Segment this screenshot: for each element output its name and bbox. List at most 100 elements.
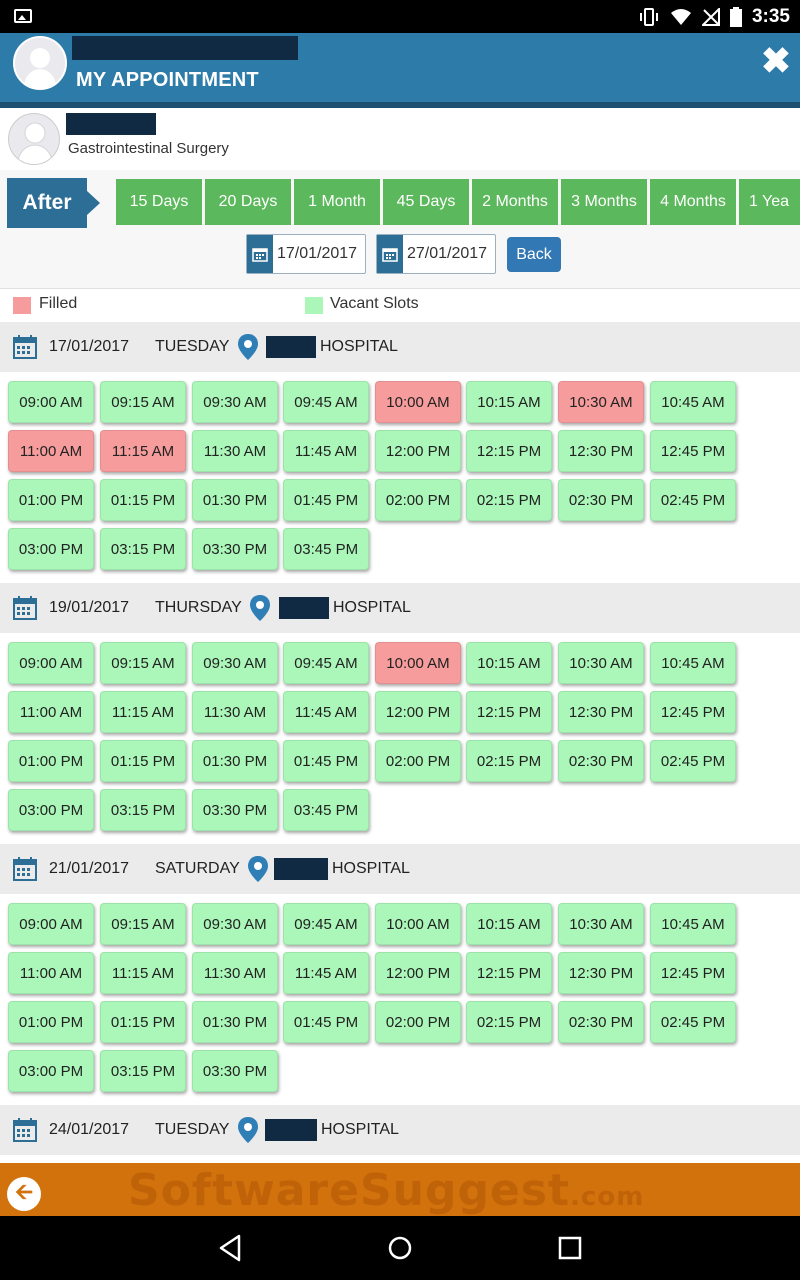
range-button-20-days[interactable]: 20 Days bbox=[205, 179, 291, 225]
time-slot-vacant[interactable]: 12:30 PM bbox=[558, 691, 644, 733]
time-slot-vacant[interactable]: 02:15 PM bbox=[466, 479, 552, 521]
time-slot-vacant[interactable]: 02:30 PM bbox=[558, 740, 644, 782]
time-slot-vacant[interactable]: 10:30 AM bbox=[558, 642, 644, 684]
time-slot-vacant[interactable]: 09:45 AM bbox=[283, 642, 369, 684]
time-slot-vacant[interactable]: 12:00 PM bbox=[375, 430, 461, 472]
range-button-2-months[interactable]: 2 Months bbox=[472, 179, 558, 225]
time-slot-vacant[interactable]: 11:45 AM bbox=[283, 430, 369, 472]
time-slot-vacant[interactable]: 10:00 AM bbox=[375, 903, 461, 945]
time-slot-vacant[interactable]: 12:45 PM bbox=[650, 430, 736, 472]
back-button[interactable]: Back bbox=[507, 237, 561, 272]
time-slot-filled[interactable]: 11:15 AM bbox=[100, 430, 186, 472]
time-slot-vacant[interactable]: 02:30 PM bbox=[558, 479, 644, 521]
time-slot-vacant[interactable]: 12:30 PM bbox=[558, 430, 644, 472]
time-slot-vacant[interactable]: 02:45 PM bbox=[650, 740, 736, 782]
time-slot-vacant[interactable]: 09:30 AM bbox=[192, 903, 278, 945]
nav-home-icon[interactable] bbox=[384, 1232, 416, 1264]
time-slot-vacant[interactable]: 09:00 AM bbox=[8, 642, 94, 684]
nav-recents-icon[interactable] bbox=[554, 1232, 586, 1264]
time-slot-vacant[interactable]: 03:30 PM bbox=[192, 528, 278, 570]
time-slot-vacant[interactable]: 11:00 AM bbox=[8, 691, 94, 733]
time-slot-vacant[interactable]: 12:15 PM bbox=[466, 952, 552, 994]
time-slot-vacant[interactable]: 11:45 AM bbox=[283, 952, 369, 994]
time-slot-vacant[interactable]: 10:15 AM bbox=[466, 381, 552, 423]
time-slot-vacant[interactable]: 02:30 PM bbox=[558, 1001, 644, 1043]
time-slot-vacant[interactable]: 02:00 PM bbox=[375, 479, 461, 521]
to-date-field[interactable]: 27/01/2017 bbox=[376, 234, 496, 274]
time-slot-filled[interactable]: 11:00 AM bbox=[8, 430, 94, 472]
time-slot-vacant[interactable]: 03:00 PM bbox=[8, 1050, 94, 1092]
time-slot-vacant[interactable]: 01:15 PM bbox=[100, 479, 186, 521]
time-slot-vacant[interactable]: 10:45 AM bbox=[650, 642, 736, 684]
time-slot-vacant[interactable]: 03:00 PM bbox=[8, 528, 94, 570]
time-slot-vacant[interactable]: 11:45 AM bbox=[283, 691, 369, 733]
time-slot-vacant[interactable]: 09:45 AM bbox=[283, 381, 369, 423]
time-slot-vacant[interactable]: 09:30 AM bbox=[192, 381, 278, 423]
time-slot-vacant[interactable]: 02:45 PM bbox=[650, 479, 736, 521]
time-slot-vacant[interactable]: 03:30 PM bbox=[192, 789, 278, 831]
range-button-45-days[interactable]: 45 Days bbox=[383, 179, 469, 225]
time-slot-vacant[interactable]: 09:45 AM bbox=[283, 903, 369, 945]
time-slot-vacant[interactable]: 01:30 PM bbox=[192, 479, 278, 521]
time-slot-filled[interactable]: 10:00 AM bbox=[375, 642, 461, 684]
time-slot-vacant[interactable]: 03:45 PM bbox=[283, 789, 369, 831]
range-button-4-months[interactable]: 4 Months bbox=[650, 179, 736, 225]
time-slot-vacant[interactable]: 09:15 AM bbox=[100, 381, 186, 423]
range-button-3-months[interactable]: 3 Months bbox=[561, 179, 647, 225]
time-slot-vacant[interactable]: 10:15 AM bbox=[466, 903, 552, 945]
time-slot-vacant[interactable]: 02:45 PM bbox=[650, 1001, 736, 1043]
time-slot-vacant[interactable]: 10:15 AM bbox=[466, 642, 552, 684]
time-slot-vacant[interactable]: 11:30 AM bbox=[192, 430, 278, 472]
time-slot-vacant[interactable]: 12:30 PM bbox=[558, 952, 644, 994]
time-slot-vacant[interactable]: 03:15 PM bbox=[100, 528, 186, 570]
time-slot-vacant[interactable]: 01:45 PM bbox=[283, 479, 369, 521]
location-pin-icon bbox=[238, 334, 258, 365]
time-slot-vacant[interactable]: 12:00 PM bbox=[375, 691, 461, 733]
nav-back-icon[interactable] bbox=[215, 1232, 247, 1264]
time-slot-vacant[interactable]: 11:30 AM bbox=[192, 691, 278, 733]
time-slot-vacant[interactable]: 02:00 PM bbox=[375, 1001, 461, 1043]
time-slot-vacant[interactable]: 09:15 AM bbox=[100, 903, 186, 945]
from-date-field[interactable]: 17/01/2017 bbox=[246, 234, 366, 274]
time-slot-vacant[interactable]: 01:45 PM bbox=[283, 1001, 369, 1043]
time-slot-vacant[interactable]: 02:00 PM bbox=[375, 740, 461, 782]
time-slot-vacant[interactable]: 12:15 PM bbox=[466, 691, 552, 733]
time-slot-vacant[interactable]: 12:45 PM bbox=[650, 952, 736, 994]
time-slot-vacant[interactable]: 03:00 PM bbox=[8, 789, 94, 831]
time-slot-vacant[interactable]: 12:45 PM bbox=[650, 691, 736, 733]
back-arrow-icon[interactable]: 🡨 bbox=[7, 1177, 41, 1211]
time-slot-vacant[interactable]: 11:00 AM bbox=[8, 952, 94, 994]
time-slot-vacant[interactable]: 01:00 PM bbox=[8, 740, 94, 782]
time-slot-vacant[interactable]: 12:15 PM bbox=[466, 430, 552, 472]
time-slot-vacant[interactable]: 02:15 PM bbox=[466, 1001, 552, 1043]
range-button-1-year[interactable]: 1 Yea bbox=[739, 179, 800, 225]
range-button-1-month[interactable]: 1 Month bbox=[294, 179, 380, 225]
time-slot-vacant[interactable]: 10:45 AM bbox=[650, 903, 736, 945]
time-slot-vacant[interactable]: 03:15 PM bbox=[100, 789, 186, 831]
time-slot-vacant[interactable]: 10:45 AM bbox=[650, 381, 736, 423]
time-slot-vacant[interactable]: 11:15 AM bbox=[100, 952, 186, 994]
time-slot-vacant[interactable]: 10:30 AM bbox=[558, 903, 644, 945]
time-slot-vacant[interactable]: 01:15 PM bbox=[100, 740, 186, 782]
time-slot-vacant[interactable]: 09:15 AM bbox=[100, 642, 186, 684]
time-slot-vacant[interactable]: 01:30 PM bbox=[192, 1001, 278, 1043]
time-slot-vacant[interactable]: 03:15 PM bbox=[100, 1050, 186, 1092]
time-slot-filled[interactable]: 10:00 AM bbox=[375, 381, 461, 423]
time-slot-vacant[interactable]: 01:45 PM bbox=[283, 740, 369, 782]
close-icon[interactable]: ✖ bbox=[760, 40, 792, 81]
time-slot-vacant[interactable]: 01:15 PM bbox=[100, 1001, 186, 1043]
time-slot-vacant[interactable]: 01:00 PM bbox=[8, 479, 94, 521]
time-slot-vacant[interactable]: 03:45 PM bbox=[283, 528, 369, 570]
time-slot-vacant[interactable]: 09:00 AM bbox=[8, 903, 94, 945]
time-slot-vacant[interactable]: 03:30 PM bbox=[192, 1050, 278, 1092]
time-slot-vacant[interactable]: 11:15 AM bbox=[100, 691, 186, 733]
time-slot-filled[interactable]: 10:30 AM bbox=[558, 381, 644, 423]
time-slot-vacant[interactable]: 09:00 AM bbox=[8, 381, 94, 423]
time-slot-vacant[interactable]: 01:30 PM bbox=[192, 740, 278, 782]
time-slot-vacant[interactable]: 01:00 PM bbox=[8, 1001, 94, 1043]
time-slot-vacant[interactable]: 12:00 PM bbox=[375, 952, 461, 994]
range-button-15-days[interactable]: 15 Days bbox=[116, 179, 202, 225]
time-slot-vacant[interactable]: 11:30 AM bbox=[192, 952, 278, 994]
time-slot-vacant[interactable]: 02:15 PM bbox=[466, 740, 552, 782]
time-slot-vacant[interactable]: 09:30 AM bbox=[192, 642, 278, 684]
